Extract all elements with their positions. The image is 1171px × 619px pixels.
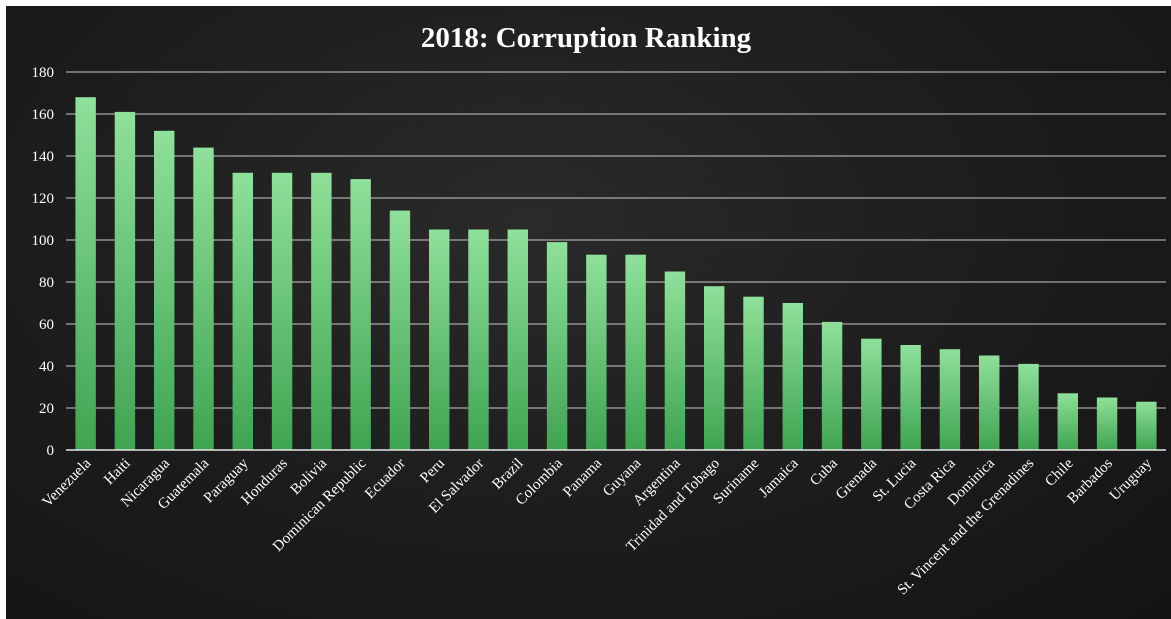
bar-trinidad-and-tobago	[704, 286, 725, 450]
bar-bolivia	[311, 172, 332, 451]
bar-peru	[429, 229, 450, 450]
x-tick-label: Cuba	[807, 455, 841, 489]
bar-paraguay	[232, 172, 253, 451]
bar-brazil	[507, 229, 528, 450]
x-tick-label: Uruguay	[1107, 455, 1156, 504]
y-tick-label: 40	[39, 359, 54, 375]
y-tick-label: 120	[32, 191, 55, 207]
x-tick-label: Chile	[1042, 455, 1077, 490]
bar-cuba	[821, 321, 843, 450]
bar-barbados	[1096, 397, 1118, 450]
y-tick-label: 80	[39, 275, 54, 291]
bar-costa-rica	[939, 349, 961, 450]
x-tick-label: Haiti	[101, 456, 134, 489]
y-tick-label: 160	[32, 107, 55, 123]
gridlines	[66, 71, 1166, 409]
bar-guyana	[625, 254, 646, 450]
y-tick-label: 0	[47, 443, 55, 459]
bar-dominican-republic	[350, 179, 371, 450]
x-tick-label: Peru	[417, 455, 448, 486]
x-axis-ticks: Venezuela HaitiNicaraguaGuatemalaParaguay…	[40, 455, 1156, 598]
bar-nicaragua	[154, 130, 175, 451]
bar-venezuela	[75, 97, 96, 450]
chart-background: 2018: Corruption Ranking 0 20 40 60 80 100 120…	[6, 6, 1171, 619]
x-tick-label: Jamaica	[756, 455, 802, 501]
chart-title: 2018: Corruption Ranking	[421, 22, 752, 54]
bar-st-vincent-and-the-grenadines	[1018, 363, 1039, 450]
bar-jamaica	[782, 303, 803, 450]
bar-st-lucia	[900, 345, 921, 450]
bar-suriname	[743, 296, 764, 450]
y-tick-label: 60	[39, 317, 54, 333]
bar-dominica	[979, 355, 1000, 450]
bar-guatemala	[193, 147, 214, 450]
bar-uruguay	[1136, 401, 1157, 450]
bar-grenada	[861, 338, 882, 450]
bar-argentina	[664, 271, 686, 450]
x-tick-label: Venezuela	[40, 455, 95, 510]
bar-honduras	[271, 172, 293, 451]
y-tick-label: 180	[32, 65, 55, 81]
y-tick-label: 20	[39, 401, 54, 417]
y-axis-ticks: 0 20 40 60 80 100 120 140 160 180	[32, 65, 55, 459]
bar-colombia	[546, 242, 568, 450]
y-tick-label: 100	[32, 233, 55, 249]
bar-chile	[1057, 393, 1078, 450]
bar-el-salvador	[468, 229, 489, 450]
x-tick-label: Panama	[560, 455, 605, 500]
x-tick-label: Brazil	[489, 456, 526, 493]
y-tick-label: 140	[32, 149, 55, 165]
bar-ecuador	[389, 210, 411, 450]
bar-chart: 2018: Corruption Ranking 0 20 40 60 80 100 120…	[32, 22, 1166, 598]
bar-panama	[586, 254, 607, 450]
bars	[75, 97, 1157, 451]
bar-haiti	[114, 111, 136, 451]
x-tick-label: Ecuador	[362, 456, 409, 503]
